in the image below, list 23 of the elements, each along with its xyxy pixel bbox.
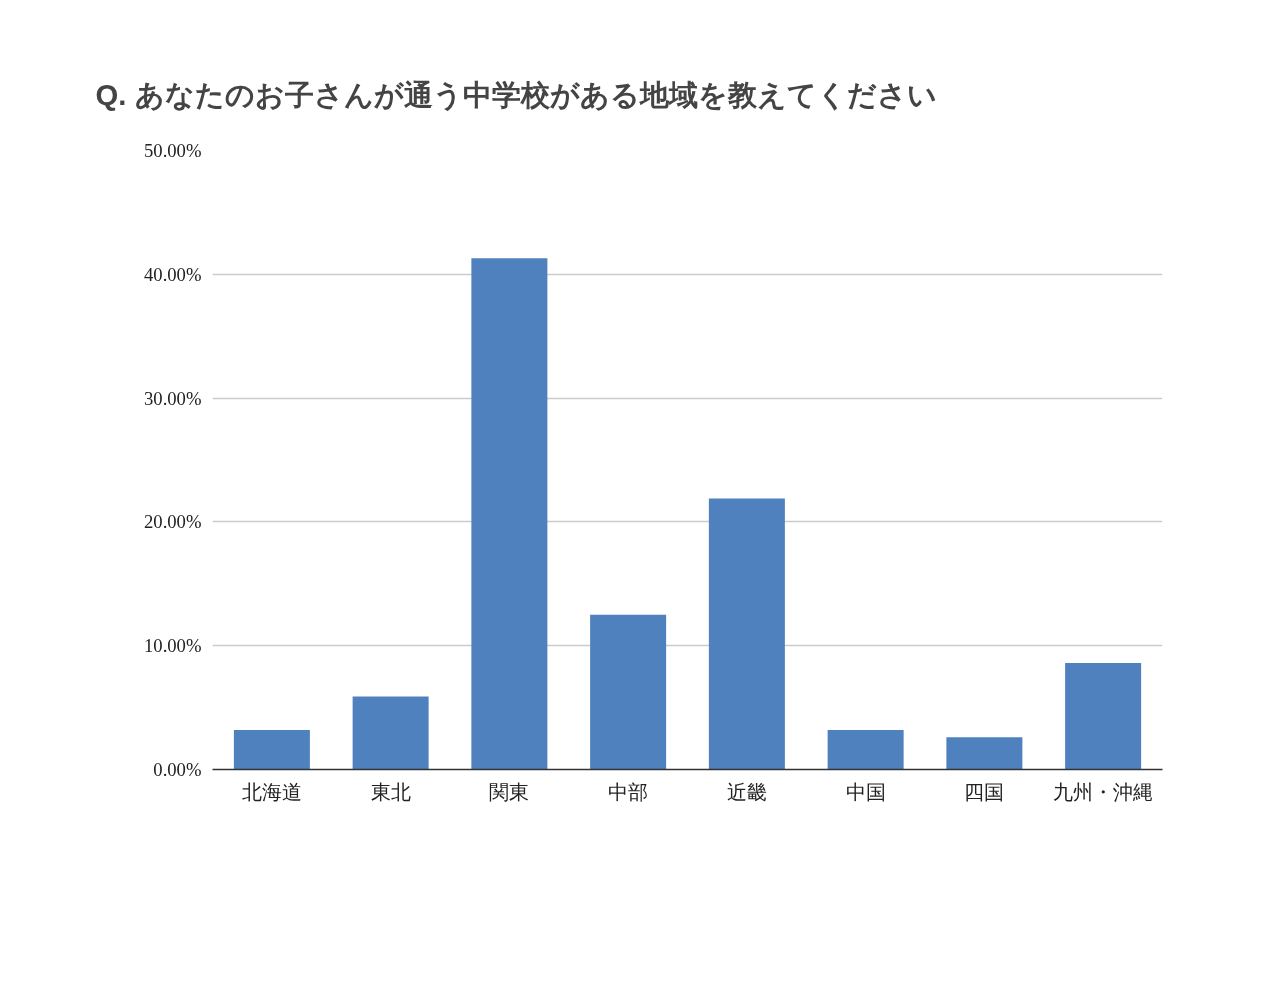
x-tick-label: 東北 <box>370 780 411 803</box>
bar <box>233 729 310 770</box>
y-tick-label: 10.00% <box>143 635 202 657</box>
y-tick-label: 20.00% <box>143 511 202 533</box>
bar <box>590 614 667 770</box>
x-tick-label: 中部 <box>608 780 649 803</box>
x-tick-label: 関東 <box>489 780 530 803</box>
x-tick-label: 九州・沖縄 <box>1053 780 1154 803</box>
y-tick-label: 40.00% <box>143 263 202 285</box>
x-tick-label: 中国 <box>845 780 886 803</box>
bar <box>352 696 429 770</box>
y-tick-label: 50.00% <box>143 140 202 161</box>
chart-title: Q. あなたのお子さんが通う中学校がある地域を教えてください <box>95 77 937 112</box>
x-tick-label: 北海道 <box>241 780 302 803</box>
bar <box>1065 663 1142 770</box>
x-tick-label: 近畿 <box>726 780 767 803</box>
y-tick-label: 30.00% <box>143 387 202 409</box>
bar <box>946 737 1023 770</box>
bar <box>471 258 548 770</box>
bar <box>708 498 785 770</box>
y-tick-label: 0.00% <box>153 759 202 780</box>
bar <box>827 729 904 770</box>
x-tick-label: 四国 <box>964 780 1005 803</box>
